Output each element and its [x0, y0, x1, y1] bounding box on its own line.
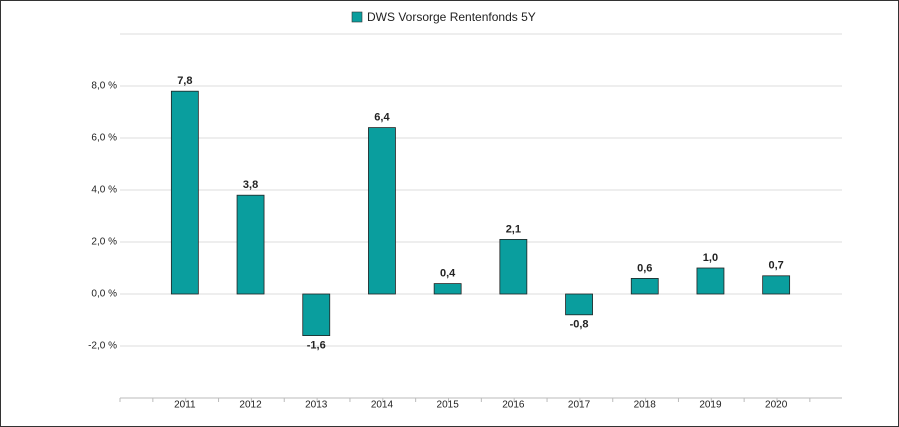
x-tick-label: 2019	[699, 400, 722, 411]
data-label: 1,0	[703, 252, 718, 264]
data-label: 0,7	[769, 260, 784, 272]
y-tick-label: 8,0 %	[91, 81, 117, 92]
bar	[368, 127, 396, 295]
bar	[170, 90, 199, 295]
bar	[302, 293, 331, 336]
data-label: 6,4	[374, 112, 390, 124]
x-tick-label: 2018	[634, 400, 657, 411]
x-tick-label: 2013	[305, 400, 328, 411]
bar	[565, 293, 593, 316]
y-tick-label: 2,0 %	[91, 237, 117, 248]
bar	[236, 194, 265, 295]
x-tick-label: 2017	[568, 400, 591, 411]
data-label: -1,6	[307, 340, 326, 352]
bar	[499, 238, 528, 295]
data-label: 7,8	[177, 75, 192, 87]
x-tick-label: 2020	[765, 400, 788, 411]
bar	[696, 267, 725, 295]
y-tick-label: -2,0 %	[88, 341, 117, 352]
x-tick-label: 2012	[239, 400, 262, 411]
data-label: -0,8	[570, 319, 589, 331]
data-label: 0,4	[440, 268, 456, 280]
bar	[630, 277, 659, 295]
y-tick-label: 6,0 %	[91, 133, 117, 144]
data-label: 3,8	[243, 179, 258, 191]
data-label: 2,1	[506, 223, 521, 235]
x-tick-label: 2011	[174, 400, 196, 411]
legend-label: DWS Vorsorge Rentenfonds 5Y	[367, 10, 536, 24]
y-tick-label: 0,0 %	[91, 289, 117, 300]
data-label: 0,6	[637, 262, 652, 274]
legend-swatch	[351, 11, 363, 23]
bar	[433, 283, 462, 295]
y-tick-label: 4,0 %	[91, 185, 117, 196]
bar	[762, 275, 791, 295]
x-tick-label: 2016	[502, 400, 525, 411]
x-tick-label: 2014	[371, 400, 394, 411]
x-tick-label: 2015	[437, 400, 460, 411]
